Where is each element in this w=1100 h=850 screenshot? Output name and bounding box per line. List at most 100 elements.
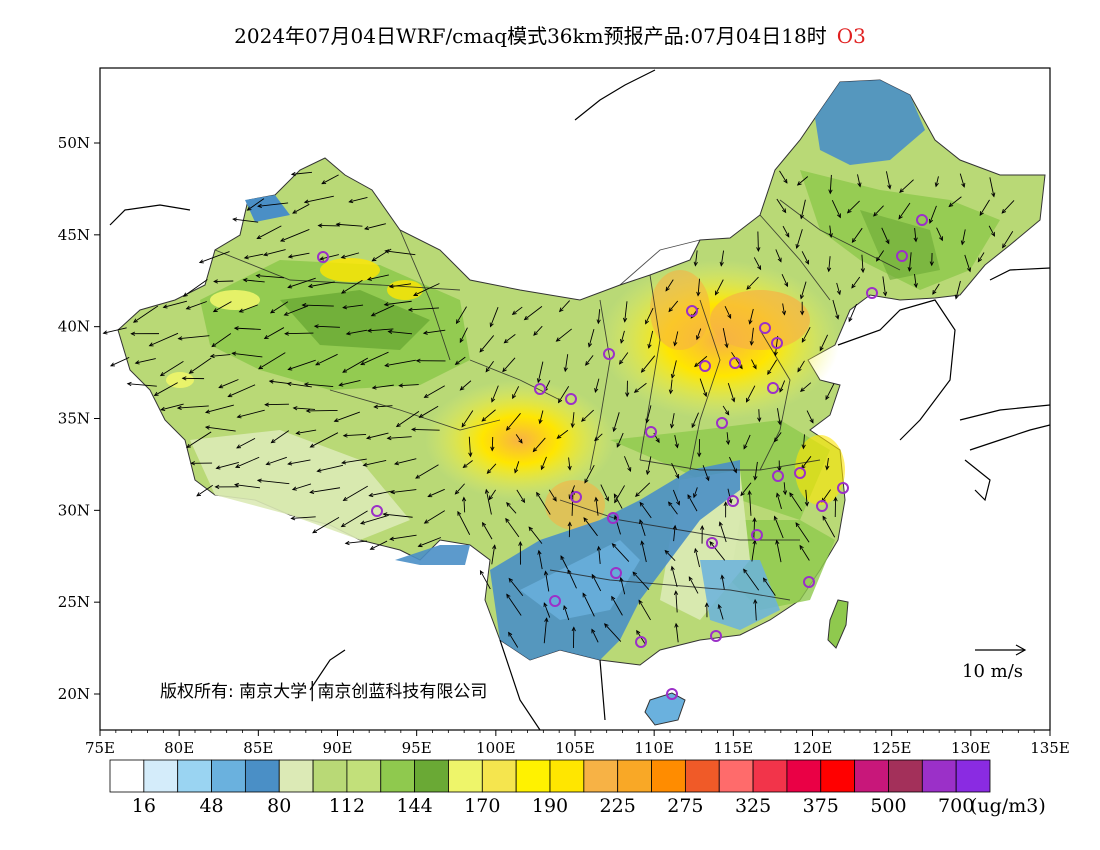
x-axis: 75E 80E 85E 90E 95E 100E 105E 110E 115E 120E 125E 1… bbox=[85, 730, 1070, 757]
colorbar-swatch bbox=[515, 759, 551, 793]
x-tick-label: 95E bbox=[402, 739, 432, 757]
colorbar-label: 225 bbox=[600, 795, 636, 817]
station-marker bbox=[772, 470, 784, 482]
coastlines bbox=[109, 69, 1050, 730]
x-tick-label: 130E bbox=[951, 739, 991, 757]
colorbar-label: 170 bbox=[464, 795, 500, 817]
title-species: O3 bbox=[836, 24, 866, 48]
map-plot-area bbox=[102, 69, 1050, 730]
x-tick-label: 125E bbox=[872, 739, 912, 757]
colorbar-swatch bbox=[143, 759, 179, 793]
colorbar-swatch bbox=[346, 759, 382, 793]
station-marker bbox=[686, 305, 698, 317]
station-marker bbox=[607, 512, 619, 524]
station-marker bbox=[727, 495, 739, 507]
station-marker bbox=[896, 250, 908, 262]
y-axis: 20N 25N 30N 35N 40N 45N 50N bbox=[58, 134, 100, 703]
station-marker bbox=[759, 322, 771, 334]
x-tick-label: 135E bbox=[1030, 739, 1070, 757]
y-tick-label: 35N bbox=[58, 410, 90, 428]
y-tick-label: 25N bbox=[58, 593, 90, 611]
wind-scale-label: 10 m/s bbox=[962, 661, 1023, 682]
station-marker bbox=[706, 537, 718, 549]
station-marker bbox=[729, 357, 741, 369]
x-tick-label: 115E bbox=[714, 739, 754, 757]
x-tick-label: 85E bbox=[243, 739, 273, 757]
copyright-text: 版权所有: 南京大学│南京创蓝科技有限公司 bbox=[160, 681, 487, 702]
colorbar-swatch bbox=[244, 759, 280, 793]
x-tick-label: 90E bbox=[322, 739, 352, 757]
station-marker bbox=[710, 630, 722, 642]
colorbar-label: 325 bbox=[735, 795, 771, 817]
x-tick-label: 75E bbox=[85, 739, 115, 757]
colorbar-swatch bbox=[820, 759, 856, 793]
colorbar-label: 700 bbox=[938, 795, 974, 817]
colorbar-label: 16 bbox=[132, 795, 156, 817]
station-marker bbox=[803, 576, 815, 588]
y-tick-label: 40N bbox=[58, 318, 90, 336]
map-title: 2024年07月04日WRF/cmaq模式36km预报产品:07月04日18时 O… bbox=[0, 20, 1100, 49]
station-marker bbox=[549, 595, 561, 607]
station-marker bbox=[699, 360, 711, 372]
colorbar-label: 144 bbox=[396, 795, 432, 817]
x-tick-label: 110E bbox=[634, 739, 674, 757]
station-marker bbox=[666, 688, 678, 700]
x-tick-label: 105E bbox=[555, 739, 595, 757]
colorbar-swatch bbox=[854, 759, 889, 793]
colorbar-swatch bbox=[481, 759, 517, 793]
colorbar-swatch bbox=[312, 759, 348, 793]
x-tick-label: 80E bbox=[164, 739, 194, 757]
station-marker bbox=[916, 214, 928, 226]
colorbar-swatch bbox=[414, 759, 449, 793]
station-marker bbox=[767, 382, 779, 394]
colorbar-swatch bbox=[955, 759, 991, 793]
colorbar-swatch bbox=[278, 759, 314, 793]
observation-stations bbox=[317, 214, 928, 700]
station-marker bbox=[645, 426, 657, 438]
title-main: 2024年07月04日WRF/cmaq模式36km预报产品:07月04日18时 bbox=[234, 24, 827, 48]
colorbar-swatch bbox=[109, 759, 145, 793]
colorbar-label: 48 bbox=[199, 795, 223, 817]
station-marker bbox=[565, 393, 577, 405]
station-marker bbox=[635, 636, 647, 648]
station-marker bbox=[317, 251, 329, 263]
station-marker bbox=[794, 467, 806, 479]
colorbar-swatch bbox=[888, 759, 923, 793]
colorbar: 16 48 80 112 144 170 190 225 275 325 375 500 700 bbox=[109, 759, 991, 817]
colorbar-label: 500 bbox=[870, 795, 906, 817]
colorbar-swatch bbox=[651, 759, 686, 793]
y-tick-label: 45N bbox=[58, 226, 90, 244]
colorbar-swatch bbox=[448, 759, 483, 793]
colorbar-swatch bbox=[380, 759, 416, 793]
colorbar-swatch bbox=[786, 759, 822, 793]
station-marker bbox=[570, 491, 582, 503]
station-marker bbox=[816, 500, 828, 512]
colorbar-label: 80 bbox=[267, 795, 291, 817]
y-tick-label: 20N bbox=[58, 685, 90, 703]
colorbar-swatch bbox=[211, 759, 246, 793]
colorbar-label: 275 bbox=[667, 795, 703, 817]
colorbar-swatch bbox=[752, 759, 788, 793]
y-tick-label: 50N bbox=[58, 134, 90, 152]
colorbar-swatch bbox=[583, 759, 619, 793]
colorbar-label: 190 bbox=[532, 795, 568, 817]
station-marker bbox=[610, 567, 622, 579]
colorbar-swatch bbox=[177, 759, 212, 793]
colorbar-label: 375 bbox=[803, 795, 839, 817]
station-marker bbox=[371, 505, 383, 517]
station-marker bbox=[716, 417, 728, 429]
station-marker bbox=[751, 529, 763, 541]
x-tick-label: 120E bbox=[793, 739, 833, 757]
colorbar-swatch bbox=[684, 759, 720, 793]
colorbar-unit: (ug/m3) bbox=[970, 795, 1046, 817]
colorbar-swatch bbox=[921, 759, 957, 793]
colorbar-swatch bbox=[617, 759, 652, 793]
colorbar-swatch bbox=[549, 759, 585, 793]
y-tick-label: 30N bbox=[58, 501, 90, 519]
colorbar-label: 112 bbox=[329, 795, 365, 817]
wind-scale: 10 m/s bbox=[962, 644, 1027, 682]
colorbar-swatch bbox=[718, 759, 754, 793]
x-tick-label: 100E bbox=[476, 739, 516, 757]
station-marker bbox=[771, 337, 783, 349]
